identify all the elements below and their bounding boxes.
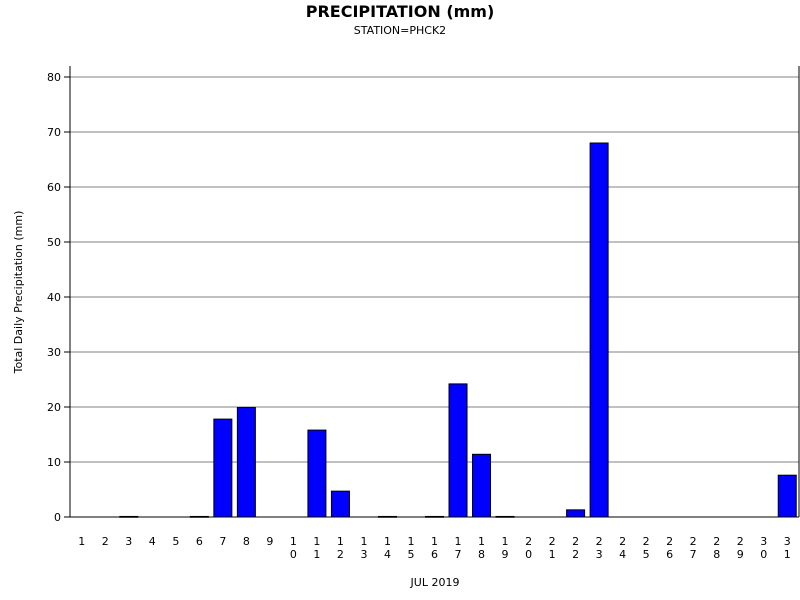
x-tick-label: 2 <box>549 535 556 548</box>
y-tick-label: 40 <box>47 291 61 304</box>
x-tick-label: 4 <box>149 535 156 548</box>
x-tick-label: 3 <box>596 548 603 561</box>
x-tick-label: 1 <box>313 548 320 561</box>
x-tick-label: 2 <box>666 535 673 548</box>
bar <box>566 509 586 518</box>
x-tick-label: 2 <box>337 548 344 561</box>
x-tick-label: 3 <box>760 535 767 548</box>
x-tick-label: 0 <box>290 548 297 561</box>
x-tick-label: 1 <box>78 535 85 548</box>
bar <box>777 474 797 518</box>
bar <box>307 429 327 518</box>
bar <box>589 142 609 518</box>
x-tick-label: 8 <box>243 535 250 548</box>
x-tick-label: 1 <box>478 535 485 548</box>
x-tick-label: 5 <box>407 548 414 561</box>
x-tick-label: 1 <box>360 535 367 548</box>
x-tick-label: 3 <box>360 548 367 561</box>
x-tick-label: 2 <box>572 535 579 548</box>
bar <box>330 490 350 518</box>
x-tick-label: 8 <box>478 548 485 561</box>
x-tick-label: 2 <box>643 535 650 548</box>
x-tick-label: 2 <box>713 535 720 548</box>
y-tick-label: 50 <box>47 236 61 249</box>
x-tick-label: 3 <box>125 535 132 548</box>
y-tick-label: 70 <box>47 126 61 139</box>
bar <box>213 418 233 518</box>
x-tick-label: 1 <box>431 535 438 548</box>
chart-title: PRECIPITATION (mm) <box>306 2 495 21</box>
x-tick-label: 2 <box>690 535 697 548</box>
x-tick-label: 1 <box>549 548 556 561</box>
x-tick-label: 1 <box>290 535 297 548</box>
x-tick-label: 0 <box>525 548 532 561</box>
x-tick-label: 3 <box>784 535 791 548</box>
x-tick-label: 4 <box>384 548 391 561</box>
x-tick-label: 2 <box>619 535 626 548</box>
x-tick-label: 6 <box>431 548 438 561</box>
x-tick-label: 1 <box>455 535 462 548</box>
x-tick-label: 9 <box>737 548 744 561</box>
x-tick-label: 1 <box>407 535 414 548</box>
y-axis-label: Total Daily Precipitation (mm) <box>12 211 25 375</box>
x-tick-label: 9 <box>502 548 509 561</box>
x-tick-label: 1 <box>784 548 791 561</box>
x-tick-label: 2 <box>737 535 744 548</box>
y-tick-label: 80 <box>47 71 61 84</box>
x-tick-label: 2 <box>102 535 109 548</box>
x-tick-label: 7 <box>219 535 226 548</box>
x-tick-label: 2 <box>572 548 579 561</box>
x-tick-label: 1 <box>313 535 320 548</box>
x-tick-label: 2 <box>596 535 603 548</box>
axes <box>64 66 800 518</box>
y-tick-label: 0 <box>54 511 61 524</box>
bar <box>236 407 256 518</box>
x-tick-labels: 1 2 3 4 5 6 7 8 9 1011121314151617181920212223242… <box>78 535 790 561</box>
x-tick-label: 6 <box>666 548 673 561</box>
bar <box>472 453 492 518</box>
y-tick-label: 10 <box>47 456 61 469</box>
x-tick-label: 1 <box>384 535 391 548</box>
x-tick-label: 7 <box>455 548 462 561</box>
x-tick-label: 5 <box>172 535 179 548</box>
x-tick-label: 2 <box>525 535 532 548</box>
grid-lines <box>70 76 799 463</box>
chart-subtitle: STATION=PHCK2 <box>354 24 446 37</box>
bar <box>448 383 468 518</box>
x-tick-label: 7 <box>690 548 697 561</box>
x-tick-label: 5 <box>643 548 650 561</box>
bars <box>119 142 797 518</box>
x-tick-label: 0 <box>760 548 767 561</box>
y-tick-labels: 0 10 20 30 40 50 60 70 80 <box>47 71 61 524</box>
x-tick-label: 9 <box>266 535 273 548</box>
x-tick-label: 1 <box>337 535 344 548</box>
x-tick-label: 6 <box>196 535 203 548</box>
x-tick-label: 4 <box>619 548 626 561</box>
x-axis-label: JUL 2019 <box>410 576 460 589</box>
y-tick-label: 20 <box>47 401 61 414</box>
y-tick-label: 60 <box>47 181 61 194</box>
y-tick-label: 30 <box>47 346 61 359</box>
x-tick-label: 8 <box>713 548 720 561</box>
x-tick-label: 1 <box>502 535 509 548</box>
